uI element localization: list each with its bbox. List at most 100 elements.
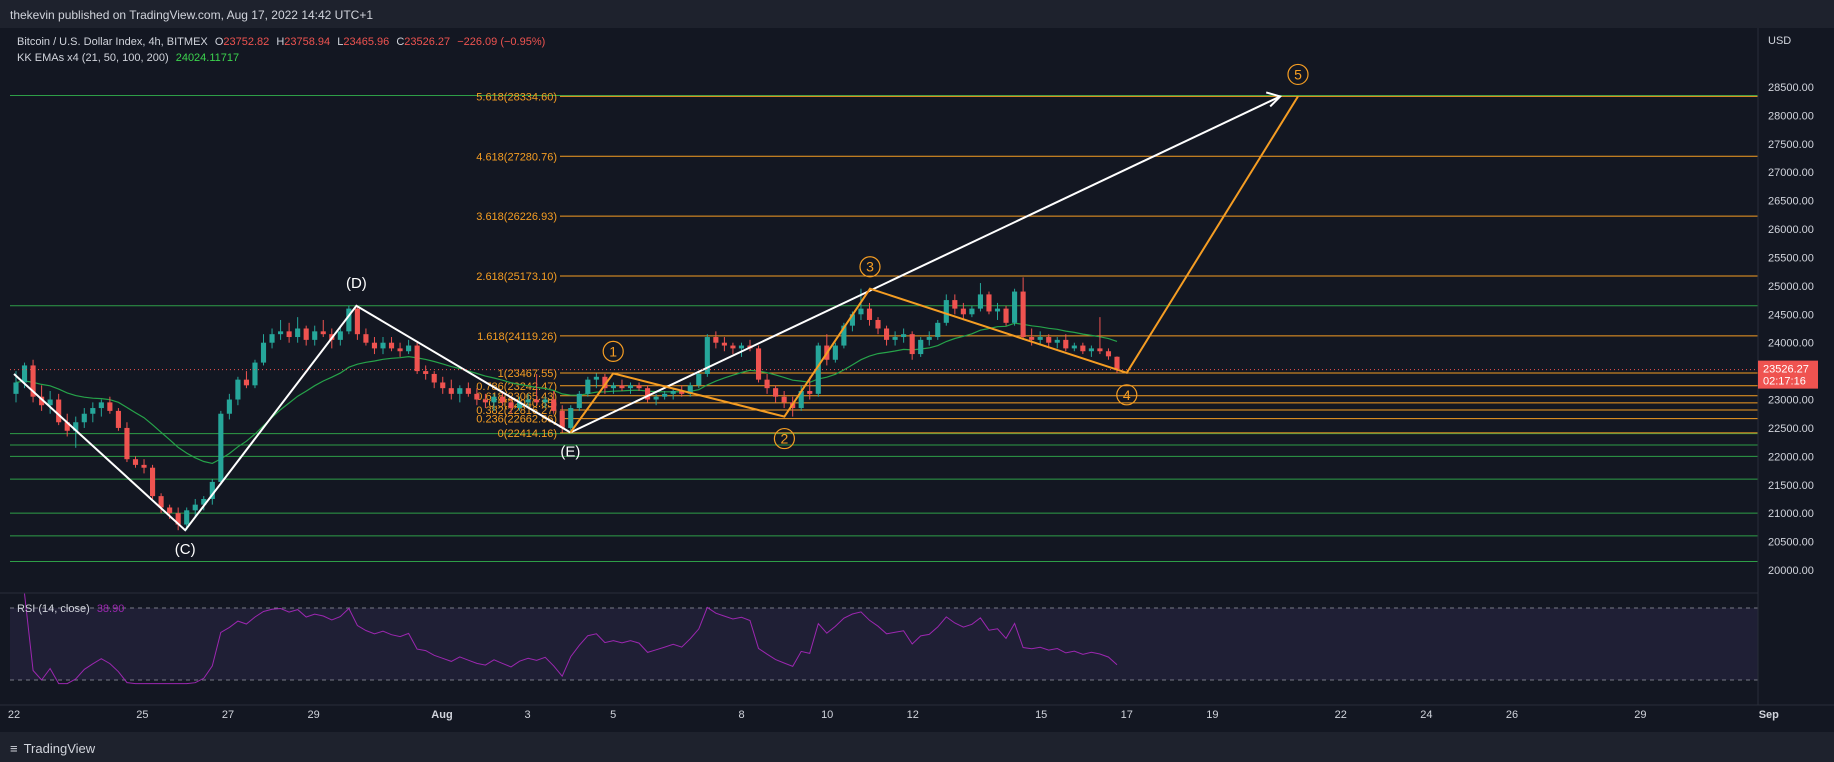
candle-body [687,385,693,394]
candle-body [98,402,104,409]
ema-line [15,322,1118,465]
candle-body [764,379,770,389]
candle-body [1046,337,1052,343]
change-value: −226.09 (−0.95%) [457,36,546,48]
candle-body [875,319,881,329]
candle-body [1080,345,1086,352]
candle-body [218,413,224,482]
candle-body [670,391,676,394]
y-tick-label: 26000.00 [1768,224,1814,236]
x-tick-label: 17 [1121,709,1133,721]
candle-body [585,379,591,394]
candle-body [13,382,19,394]
candle-body [696,373,702,386]
candle-body [602,376,608,389]
candle-body [30,365,36,397]
fib-level-label: 0.382(22816.27) [476,405,557,417]
candle-body [1029,337,1035,340]
impulse-wave-label: 3 [866,259,874,275]
candle-body [107,402,113,411]
fib-level-label: 1(23467.55) [498,368,557,380]
axes: USD 20000.00 20500.00 21000.00 21500.00 22000… [0,28,1834,721]
candle-body [431,373,437,383]
chart-background [0,28,1834,732]
projection-arrow-head [1265,91,1283,108]
fib-level-label: 5.618(28334.60) [476,91,557,103]
horizontal-levels [10,95,1758,562]
impulse-wave-circle [602,340,624,362]
candle-body [1105,351,1112,357]
candle-body [158,496,164,508]
candle-body [516,402,523,409]
tradingview-logo[interactable]: ≡ TradingView [10,741,95,756]
publication-info: thekevin published on TradingView.com, A… [10,8,374,22]
currency-label: USD [1768,35,1791,47]
candle-body [636,385,642,389]
high-label: H [276,36,285,48]
candle-body [542,399,548,403]
candle-body [645,388,651,400]
candle-body [1037,337,1043,340]
candle-body [807,391,813,394]
abc-wave-line [13,304,571,532]
y-tick-label: 24500.00 [1768,309,1814,321]
candle-body [320,331,326,335]
candle-body [866,308,873,320]
x-tick-label: 12 [907,709,919,721]
y-tick-label: 26500.00 [1768,196,1814,208]
candle-body [935,322,941,338]
y-tick-label: 25500.00 [1768,252,1814,264]
y-tick-label: 21500.00 [1768,480,1814,492]
candle-body [474,393,480,400]
candle-body [286,331,292,338]
candle-body [909,334,915,355]
impulse-wave-label: 1 [609,343,617,359]
y-tick-label: 21000.00 [1768,508,1814,520]
candle-body [994,308,1001,312]
fib-level-label: 0(22414.16) [498,428,557,440]
open-label: O [214,36,224,48]
x-tick-label: Aug [431,709,452,721]
candle-body [986,294,992,312]
candle-body [149,467,156,497]
candle-body [969,308,975,315]
candle-body [226,399,232,414]
candle-body [849,314,855,326]
y-tick-label: 20000.00 [1768,565,1814,577]
wave-label: (D) [346,275,367,292]
close-label: C [396,36,405,48]
rsi-label: RSI (14, close) [17,603,90,615]
candle-body [610,385,617,389]
candle-body [977,294,984,309]
candle-body [167,507,173,514]
candle-body [81,413,87,423]
candle-body [406,345,412,352]
candle-body [713,337,719,343]
price-chart[interactable]: 5.618(28334.60) 4.618(27280.76) 3.618(2622… [0,0,1834,732]
y-tick-label: 20500.00 [1768,537,1814,549]
candle-body [201,498,207,505]
candle-body [1114,356,1120,370]
candle-body [192,504,198,511]
x-tick-label: 15 [1035,709,1047,721]
candle-body [1020,291,1026,338]
candle-body [1097,348,1103,352]
y-tick-label: 24000.00 [1768,338,1814,350]
candle-body [90,408,96,414]
candle-body [482,399,488,403]
candle-body [260,342,267,363]
ema-value: 24024.11717 [175,52,240,64]
candle-body [47,399,53,406]
candle-body [943,300,949,323]
close-value: 23526.27 [404,36,451,48]
candle-body [64,422,70,431]
x-tick-label: 24 [1420,709,1432,721]
candle-body [952,300,958,309]
impulse-wave-label: 4 [1123,387,1131,403]
y-tick-label: 23000.00 [1768,395,1814,407]
candle-body [534,399,540,403]
x-tick-label: 22 [8,709,20,721]
candle-body [627,385,634,389]
candle-body [440,382,446,389]
candle-body [721,342,727,346]
